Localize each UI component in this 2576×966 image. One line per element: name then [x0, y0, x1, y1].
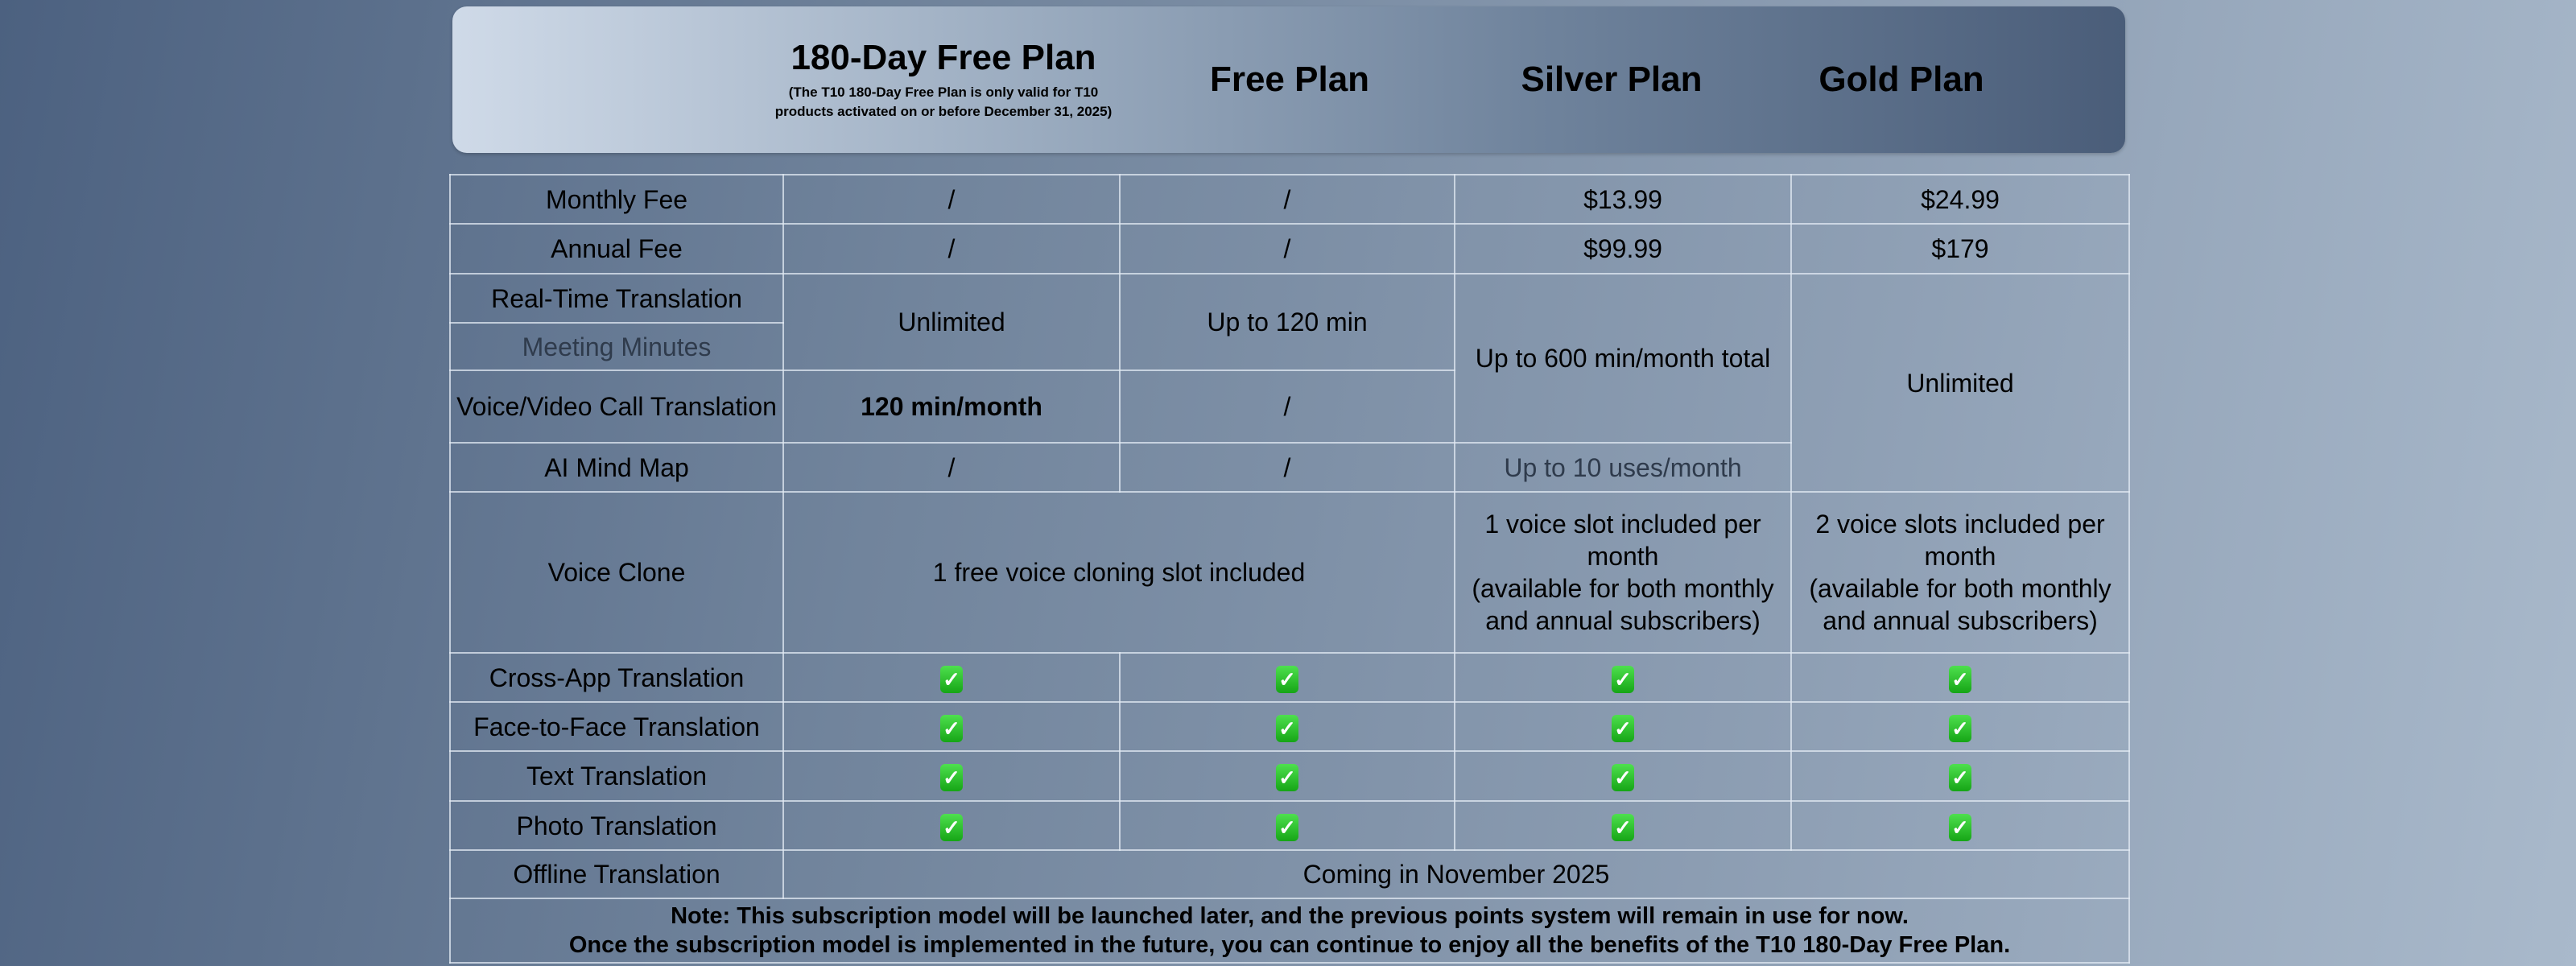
cell: $179 — [1790, 223, 2130, 275]
plan-gold: Gold Plan — [1740, 6, 2062, 153]
check-mark-icon: ✓ — [1276, 813, 1298, 841]
plan-comparison-table: Monthly Fee / / $13.99 $24.99 Annual Fee… — [449, 174, 2130, 964]
check-mark-icon: ✓ — [1949, 813, 1971, 841]
note-row: Note: This subscription model will be la… — [449, 898, 2130, 964]
table-row: Text Translation ✓ ✓ ✓ ✓ — [449, 750, 2130, 802]
table-row: Face-to-Face Translation ✓ ✓ ✓ ✓ — [449, 701, 2130, 752]
table-row: Real-Time Translation Unlimited Up to 12… — [449, 273, 2130, 493]
note: Note: This subscription model will be la… — [449, 898, 2130, 964]
cell: / — [1119, 369, 1455, 444]
plan-silver: Silver Plan — [1451, 6, 1773, 153]
row-label: Real-Time Translation — [449, 273, 784, 324]
cell: 1 free voice cloning slot included — [782, 491, 1455, 654]
note-line: Once the subscription model is implement… — [568, 932, 2011, 958]
cell: Unlimited — [782, 273, 1121, 371]
plan-title: 180-Day Free Plan — [791, 38, 1096, 77]
check-mark-icon: ✓ — [1276, 764, 1298, 791]
row-label: Text Translation — [449, 750, 784, 802]
row-label: Face-to-Face Translation — [449, 701, 784, 752]
cell: / — [782, 442, 1121, 493]
check-mark-icon: ✓ — [940, 665, 963, 693]
table-row: AI Mind Map / / Up to 10 uses/month — [449, 442, 2129, 493]
cell-line: (available for both monthly and annual s… — [1809, 574, 2112, 635]
plan-title: Free Plan — [1209, 60, 1370, 99]
check-mark-icon: ✓ — [1612, 714, 1634, 742]
check-mark-icon: ✓ — [1612, 764, 1634, 791]
table-row: Offline Translation Coming in November 2… — [449, 849, 2130, 899]
cell: Unlimited — [1790, 273, 2130, 493]
note-line: Note: This subscription model will be la… — [671, 903, 1909, 929]
row-label: Voice Clone — [449, 491, 784, 654]
check-mark-icon: ✓ — [1949, 714, 1971, 742]
cell: 1 voice slot included per month (availabl… — [1454, 491, 1792, 654]
table-row: Cross-App Translation ✓ ✓ ✓ ✓ — [449, 652, 2130, 703]
row-label: Annual Fee — [449, 223, 784, 275]
cell: Up to 120 min — [1119, 273, 1455, 371]
row-label: Meeting Minutes — [449, 322, 784, 371]
check-mark-icon: ✓ — [1276, 665, 1298, 693]
cell: / — [782, 223, 1121, 275]
plan-header: 180-Day Free Plan (The T10 180-Day Free … — [452, 6, 2125, 153]
cell: Up to 600 min/month total — [1454, 273, 1792, 444]
cell: $24.99 — [1790, 174, 2130, 225]
check-mark-icon: ✓ — [940, 764, 963, 791]
table-row: Monthly Fee / / $13.99 $24.99 — [449, 174, 2130, 225]
table-row: Annual Fee / / $99.99 $179 — [449, 223, 2130, 275]
plan-title: Gold Plan — [1818, 60, 1984, 99]
cell: Coming in November 2025 — [782, 849, 2130, 899]
plan-subtitle: (The T10 180-Day Free Plan is only valid… — [774, 85, 1113, 119]
cell-line: 1 voice slot included per month — [1484, 510, 1761, 571]
cell-line: 2 voice slots included per month — [1815, 510, 2105, 571]
cell: $13.99 — [1454, 174, 1792, 225]
check-mark-icon: ✓ — [1949, 764, 1971, 791]
plan-title: Silver Plan — [1521, 60, 1703, 99]
cell: Up to 10 uses/month — [1454, 442, 1792, 493]
cell: / — [782, 174, 1121, 225]
row-label: AI Mind Map — [449, 442, 784, 493]
check-mark-icon: ✓ — [940, 813, 963, 841]
table-row: Voice Clone 1 free voice cloning slot in… — [449, 491, 2130, 654]
plan-180-day-free: 180-Day Free Plan (The T10 180-Day Free … — [758, 6, 1129, 153]
row-label: Voice/Video Call Translation — [449, 369, 784, 444]
cell-line: (available for both monthly and annual s… — [1472, 574, 1774, 635]
check-mark-icon: ✓ — [1276, 714, 1298, 742]
row-label: Offline Translation — [449, 849, 784, 899]
table-row: Voice/Video Call Translation 120 min/mon… — [449, 369, 2129, 444]
check-mark-icon: ✓ — [1612, 665, 1634, 693]
cell: $99.99 — [1454, 223, 1792, 275]
check-mark-icon: ✓ — [1949, 665, 1971, 693]
cell: 2 voice slots included per month (availab… — [1790, 491, 2130, 654]
plan-free: Free Plan — [1129, 6, 1451, 153]
table-row: Photo Translation ✓ ✓ ✓ ✓ — [449, 800, 2130, 851]
row-label: Monthly Fee — [449, 174, 784, 225]
check-mark-icon: ✓ — [1612, 813, 1634, 841]
table-row: Meeting Minutes — [449, 322, 2129, 371]
row-label: Cross-App Translation — [449, 652, 784, 703]
row-label: Photo Translation — [449, 800, 784, 851]
cell: / — [1119, 174, 1455, 225]
cell: / — [1119, 223, 1455, 275]
check-mark-icon: ✓ — [940, 714, 963, 742]
cell: 120 min/month — [782, 369, 1121, 444]
cell: / — [1119, 442, 1455, 493]
